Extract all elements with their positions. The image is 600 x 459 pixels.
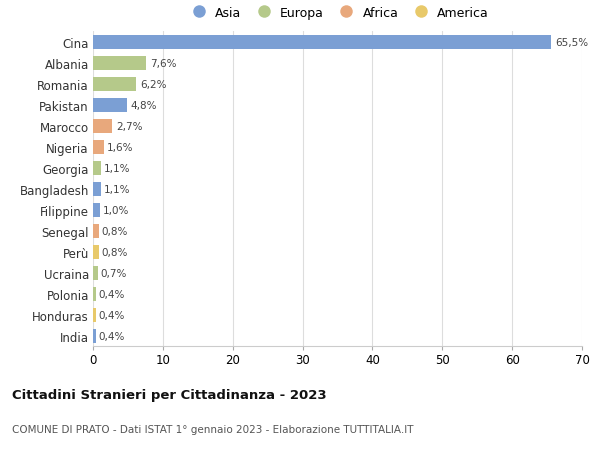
Text: 0,4%: 0,4% <box>98 289 125 299</box>
Bar <box>93 162 101 175</box>
Bar <box>93 308 96 322</box>
Text: 1,6%: 1,6% <box>107 142 133 152</box>
Text: Cittadini Stranieri per Cittadinanza - 2023: Cittadini Stranieri per Cittadinanza - 2… <box>12 388 326 401</box>
Bar <box>93 78 136 91</box>
Text: 0,8%: 0,8% <box>101 226 128 236</box>
Text: 65,5%: 65,5% <box>555 38 588 48</box>
Text: 0,4%: 0,4% <box>98 310 125 320</box>
Bar <box>93 183 101 196</box>
Text: 6,2%: 6,2% <box>140 79 167 90</box>
Text: 0,4%: 0,4% <box>98 331 125 341</box>
Text: 1,1%: 1,1% <box>103 163 130 174</box>
Text: 1,1%: 1,1% <box>103 185 130 194</box>
Bar <box>93 36 551 50</box>
Bar <box>93 266 98 280</box>
Bar <box>93 57 146 70</box>
Bar <box>93 203 100 217</box>
Bar <box>93 246 98 259</box>
Text: 2,7%: 2,7% <box>116 122 143 131</box>
Text: 0,8%: 0,8% <box>101 247 128 257</box>
Bar <box>93 329 96 343</box>
Text: COMUNE DI PRATO - Dati ISTAT 1° gennaio 2023 - Elaborazione TUTTITALIA.IT: COMUNE DI PRATO - Dati ISTAT 1° gennaio … <box>12 425 413 435</box>
Bar <box>93 120 112 133</box>
Text: 4,8%: 4,8% <box>131 101 157 111</box>
Bar <box>93 287 96 301</box>
Text: 1,0%: 1,0% <box>103 205 129 215</box>
Bar <box>93 224 98 238</box>
Legend: Asia, Europa, Africa, America: Asia, Europa, Africa, America <box>186 6 489 20</box>
Text: 0,7%: 0,7% <box>101 268 127 278</box>
Bar <box>93 140 104 154</box>
Bar <box>93 99 127 112</box>
Text: 7,6%: 7,6% <box>150 59 177 68</box>
